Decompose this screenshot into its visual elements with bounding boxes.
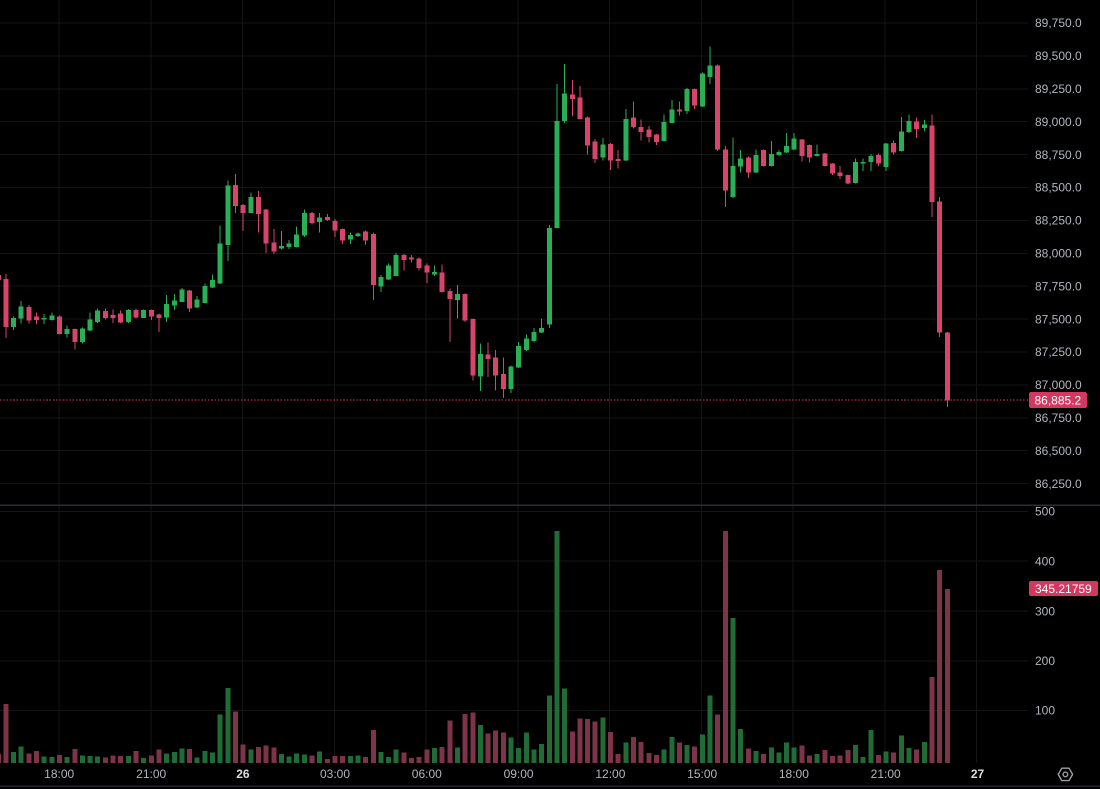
svg-text:15:00: 15:00 bbox=[687, 767, 717, 781]
svg-text:18:00: 18:00 bbox=[44, 767, 74, 781]
svg-text:86,750.0: 86,750.0 bbox=[1035, 411, 1082, 425]
svg-text:89,750.0: 89,750.0 bbox=[1035, 16, 1082, 30]
svg-text:500: 500 bbox=[1035, 505, 1055, 519]
svg-text:21:00: 21:00 bbox=[871, 767, 901, 781]
svg-text:87,750.0: 87,750.0 bbox=[1035, 279, 1082, 293]
svg-text:87,250.0: 87,250.0 bbox=[1035, 345, 1082, 359]
svg-text:200: 200 bbox=[1035, 654, 1055, 668]
svg-text:06:00: 06:00 bbox=[412, 767, 442, 781]
svg-text:86,885.2: 86,885.2 bbox=[1035, 393, 1082, 407]
svg-text:87,500.0: 87,500.0 bbox=[1035, 312, 1082, 326]
svg-text:89,250.0: 89,250.0 bbox=[1035, 82, 1082, 96]
svg-text:88,750.0: 88,750.0 bbox=[1035, 148, 1082, 162]
svg-text:89,000.0: 89,000.0 bbox=[1035, 115, 1082, 129]
svg-text:88,250.0: 88,250.0 bbox=[1035, 214, 1082, 228]
svg-text:26: 26 bbox=[236, 767, 250, 781]
svg-text:300: 300 bbox=[1035, 604, 1055, 618]
svg-text:400: 400 bbox=[1035, 554, 1055, 568]
svg-text:87,000.0: 87,000.0 bbox=[1035, 378, 1082, 392]
svg-text:88,000.0: 88,000.0 bbox=[1035, 247, 1082, 261]
svg-text:345.21759: 345.21759 bbox=[1035, 582, 1092, 596]
svg-text:12:00: 12:00 bbox=[595, 767, 625, 781]
svg-text:100: 100 bbox=[1035, 704, 1055, 718]
svg-text:03:00: 03:00 bbox=[320, 767, 350, 781]
svg-text:09:00: 09:00 bbox=[504, 767, 534, 781]
svg-text:21:00: 21:00 bbox=[136, 767, 166, 781]
svg-text:18:00: 18:00 bbox=[779, 767, 809, 781]
svg-text:86,500.0: 86,500.0 bbox=[1035, 444, 1082, 458]
svg-text:89,500.0: 89,500.0 bbox=[1035, 49, 1082, 63]
svg-text:27: 27 bbox=[971, 767, 985, 781]
svg-text:88,500.0: 88,500.0 bbox=[1035, 181, 1082, 195]
svg-text:86,250.0: 86,250.0 bbox=[1035, 477, 1082, 491]
